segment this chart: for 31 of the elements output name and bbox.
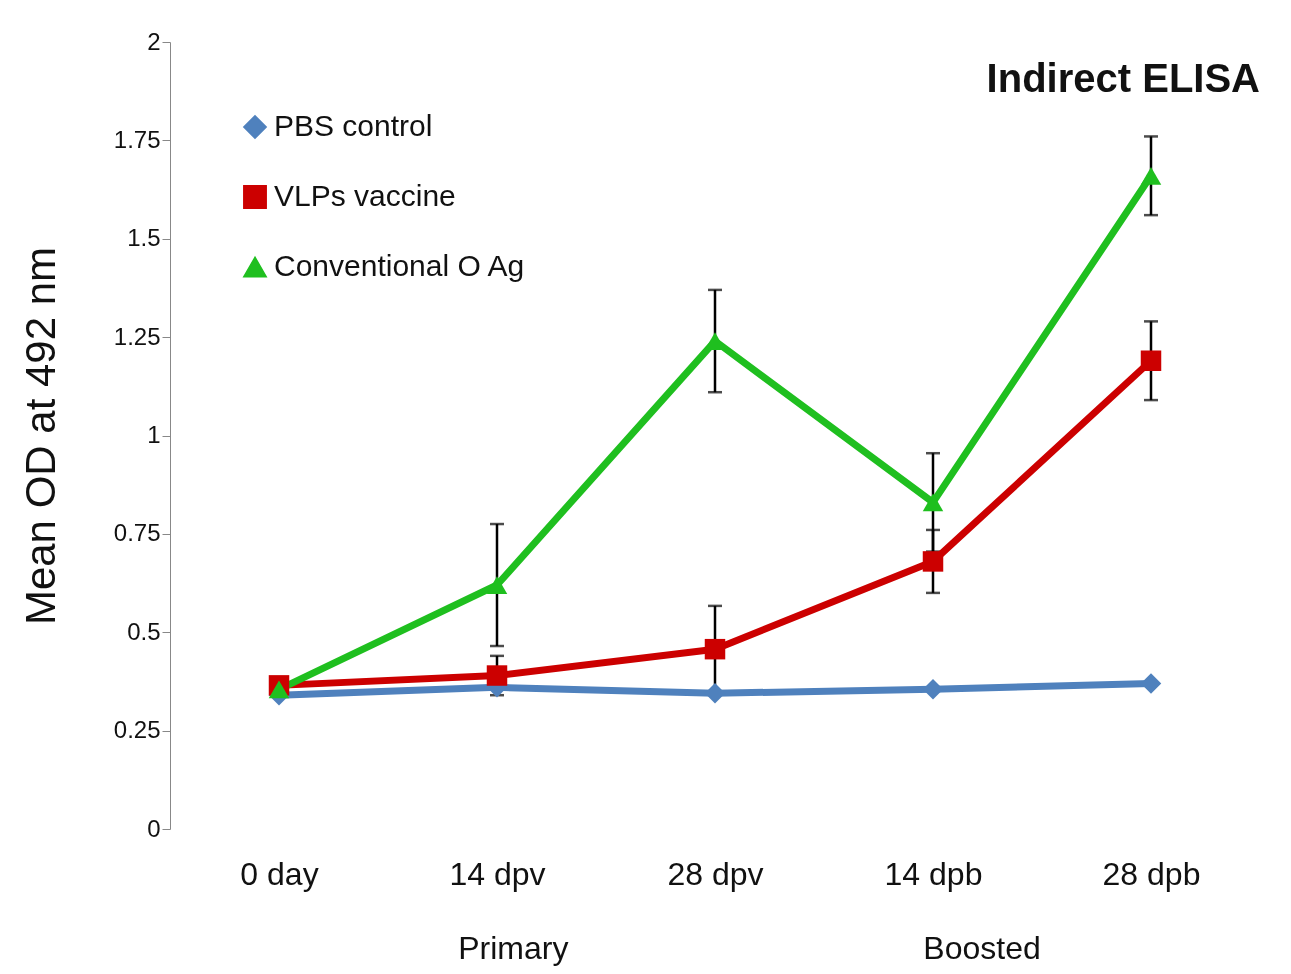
y-tick-label: 0.25	[113, 716, 161, 744]
y-tick-label: 0.75	[113, 519, 161, 547]
legend-label: VLPs vaccine	[274, 179, 456, 212]
y-tick-label: 1.75	[113, 125, 161, 153]
legend-label: PBS control	[274, 109, 433, 142]
point	[486, 576, 508, 594]
point	[704, 638, 726, 660]
x-tick-label: 14 dpv	[449, 855, 546, 892]
y-tick-label: 1	[147, 421, 161, 448]
point	[704, 683, 726, 704]
y-tick-label: 0	[147, 814, 161, 842]
legend-label: Conventional O Ag	[274, 249, 525, 282]
y-tick-label: 1.25	[113, 322, 161, 350]
x-tick-label: 28 dpv	[667, 855, 764, 892]
point	[268, 680, 290, 699]
point	[1140, 166, 1162, 185]
text: Primary	[458, 930, 569, 966]
y-axis-title: Mean OD at 492 nm	[16, 246, 64, 626]
y-tick-label: 2	[147, 27, 161, 55]
text: Boosted	[923, 930, 1041, 966]
x-tick-label: 0 day	[240, 855, 319, 892]
point	[486, 665, 508, 686]
y-tick-label: 1.5	[127, 224, 161, 252]
chart-title: Indirect ELISA	[986, 56, 1260, 100]
point	[922, 493, 944, 512]
point	[1140, 673, 1162, 694]
x-tick-label: 14 dpb	[884, 855, 983, 892]
point	[922, 551, 944, 572]
x-tick-label: 28 dpb	[1102, 855, 1201, 892]
point	[1140, 350, 1162, 371]
y-tick-label: 0.5	[127, 617, 161, 645]
